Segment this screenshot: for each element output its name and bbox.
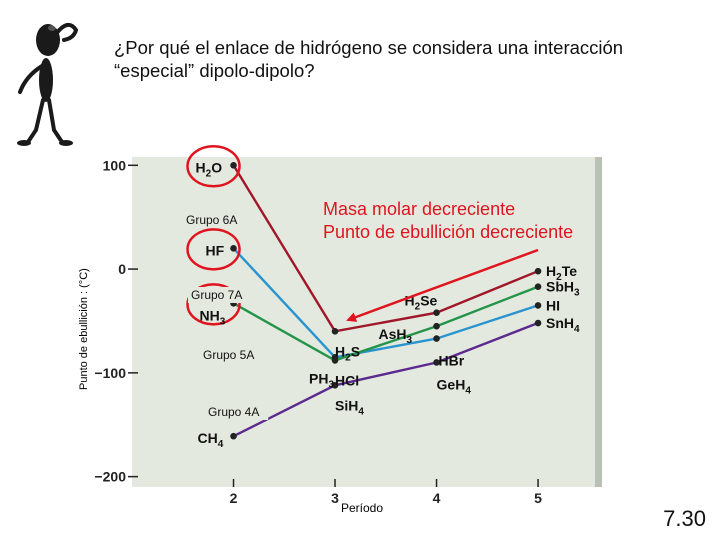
question-line-1: ¿Por qué el enlace de hidrógeno se consi… (114, 37, 624, 58)
data-point-h2te (534, 267, 542, 275)
y-tick-label: 0 (118, 261, 126, 277)
point-label-sih4: SiH4 (335, 397, 364, 417)
data-point-geh4 (433, 359, 440, 366)
highlight-circle-nh3 (186, 283, 241, 326)
thinking-stick-figure-icon (17, 22, 79, 146)
group-label: Grupo 6A (186, 213, 237, 227)
x-tick-label: 2 (230, 490, 238, 506)
decreasing-trend-arrow (346, 248, 539, 322)
x-tick-label: 5 (534, 490, 542, 506)
x-axis-label: Período (341, 501, 383, 515)
highlight-circle-hf (186, 228, 241, 271)
data-point-sbh3 (534, 283, 542, 291)
highlight-circle-h2o (186, 145, 241, 188)
series-line-grupo-7a (232, 247, 539, 359)
point-label-ash3: AsH3 (379, 326, 413, 346)
group-label-bg (205, 404, 269, 420)
point-label-h2se: H2Se (405, 293, 438, 313)
point-label-snh4: SnH4 (546, 315, 580, 335)
question-title: ¿Por qué el enlace de hidrógeno se consi… (114, 36, 704, 82)
point-label-h2o: H2O (196, 159, 223, 179)
series-line-grupo-5a (232, 285, 539, 362)
data-point-ch4 (230, 432, 237, 440)
x-tick-label: 4 (433, 490, 441, 506)
group-label-bg (188, 287, 252, 303)
point-label-sbh3: SbH3 (546, 279, 580, 299)
series-line-grupo-4a (232, 321, 539, 438)
group-label: Grupo 5A (203, 348, 254, 362)
series-line-grupo-6a (232, 164, 539, 333)
point-label-ph3: PH3 (309, 370, 334, 390)
annotation-line-1: Masa molar decreciente (323, 199, 515, 219)
y-tick-label: 100 (103, 157, 127, 173)
x-tick-label: 3 (331, 490, 339, 506)
plot-area-edge (595, 157, 602, 487)
point-label-ch4: CH4 (198, 430, 224, 450)
group-label-bg (200, 347, 264, 363)
group-label-bg (183, 212, 247, 228)
point-label-nh3: NH3 (200, 307, 226, 327)
data-point-hbr (433, 335, 440, 342)
point-label-hbr: HBr (439, 353, 465, 369)
point-label-hf: HF (206, 242, 225, 258)
point-label-h2te: H2Te (546, 263, 577, 283)
data-point-hf (230, 245, 237, 252)
group-label: Grupo 7A (191, 288, 242, 302)
data-point-h2se (433, 309, 440, 316)
data-point-hi (534, 302, 542, 309)
y-tick-label: −100 (94, 365, 126, 381)
y-tick-label: −200 (94, 469, 126, 485)
data-point-snh4 (534, 319, 542, 327)
slide-number: 7.30 (663, 506, 706, 531)
point-label-hi: HI (546, 297, 560, 313)
point-label-h2s: H2S (335, 343, 360, 363)
data-point-h2s (331, 328, 339, 335)
data-point-ash3 (433, 322, 440, 330)
group-label: Grupo 4A (208, 405, 259, 419)
point-label-hcl: HCl (335, 372, 359, 388)
data-point-sih4 (331, 382, 339, 389)
question-line-2: “especial” dipolo-dipolo? (114, 60, 315, 81)
data-point-h2o (230, 162, 237, 169)
data-point-ph3 (331, 357, 339, 364)
annotation-line-2: Punto de ebullición decreciente (323, 222, 573, 242)
point-label-geh4: GeH4 (437, 376, 472, 396)
y-axis-label: Punto de ebullición : (°C) (78, 268, 90, 390)
